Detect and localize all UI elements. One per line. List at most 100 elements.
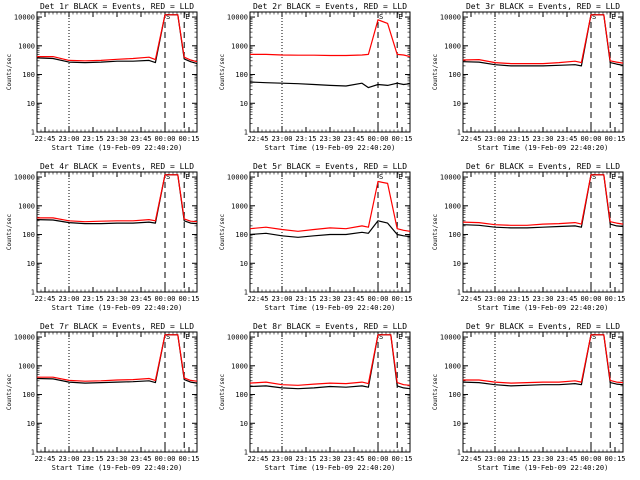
y-tick-label: 1000 [231,42,248,50]
y-axis-label: Counts/sec [219,374,226,411]
panel-det-8: Det 8r BLACK = Events, RED = LLD 1 10 100 10… [219,322,413,472]
x-tick-label: 23:00 [484,295,505,303]
y-tick-label: 1 [244,289,248,297]
x-tick-label: 23:15 [295,135,316,143]
series-line-lld [37,334,198,382]
start-marker: S [166,173,170,181]
plot-frame [36,331,198,453]
y-tick-label: 1000 [444,362,461,370]
y-tick-label: 1 [31,129,35,137]
panel-title: Det 4r BLACK = Events, RED = LLD [40,162,194,171]
plot-frame [462,171,624,293]
start-marker: S [379,13,383,21]
y-tick-label: 10 [240,100,248,108]
y-tick-label: 1000 [231,362,248,370]
x-tick-label: 22:45 [34,295,55,303]
y-tick-label: 100 [22,71,35,79]
x-tick-label: 23:00 [58,295,79,303]
x-tick-label: 23:45 [556,135,577,143]
y-tick-label: 1 [457,289,461,297]
x-tick-label: 23:15 [508,135,529,143]
y-tick-label: 10000 [227,174,248,182]
x-tick-label: 23:15 [82,455,103,463]
series-line-lld [37,174,198,223]
x-tick-label: 22:45 [34,455,55,463]
y-tick-label: 10000 [227,14,248,22]
y-axis-label: Counts/sec [432,374,439,411]
y-tick-label: 10 [240,420,248,428]
x-tick-label: 00:00 [154,295,175,303]
x-tick-label: 23:45 [343,135,364,143]
x-tick-label: 23:00 [271,135,292,143]
y-tick-label: 1 [244,449,248,457]
series-line-lld [462,174,624,226]
plot-frame [249,331,411,453]
x-tick-label: 23:15 [508,455,529,463]
end-marker: E [611,333,615,341]
plot-frame [36,11,198,133]
y-tick-label: 10 [240,260,248,268]
x-tick-label: 23:30 [106,135,127,143]
end-marker: E [185,333,189,341]
x-tick-label: 00:15 [178,455,199,463]
x-tick-label: 00:15 [604,135,625,143]
series-line-events [462,174,624,229]
y-tick-label: 1 [457,129,461,137]
y-tick-label: 100 [235,231,248,239]
x-tick-label: 23:45 [343,295,364,303]
panel-title: Det 1r BLACK = Events, RED = LLD [40,2,194,11]
panel-title: Det 6r BLACK = Events, RED = LLD [466,162,620,171]
y-tick-label: 10 [453,260,461,268]
y-tick-label: 100 [22,391,35,399]
panel-title: Det 2r BLACK = Events, RED = LLD [253,2,407,11]
y-tick-label: 10 [453,420,461,428]
y-axis-label: Counts/sec [6,374,13,411]
start-marker: S [166,333,170,341]
x-tick-label: 23:45 [556,295,577,303]
x-tick-label: 23:00 [58,135,79,143]
y-tick-label: 10000 [14,14,35,22]
y-tick-label: 100 [235,71,248,79]
x-tick-label: 00:00 [580,135,601,143]
plot-frame [462,11,624,133]
x-tick-label: 23:00 [271,295,292,303]
x-tick-label: 00:15 [178,135,199,143]
y-tick-label: 1000 [18,202,35,210]
panel-det-3: Det 3r BLACK = Events, RED = LLD 1 10 100 10… [432,2,626,152]
start-marker: S [166,13,170,21]
y-tick-label: 10000 [227,334,248,342]
x-tick-label: 00:00 [367,135,388,143]
series-line-events [462,14,624,67]
y-tick-label: 1000 [18,362,35,370]
series-line-events [36,174,198,225]
x-tick-label: 23:15 [82,295,103,303]
x-tick-label: 00:15 [604,295,625,303]
x-tick-label: 00:00 [367,455,388,463]
x-tick-label: 23:45 [130,295,151,303]
x-tick-label: 23:00 [271,455,292,463]
y-tick-label: 10 [27,260,35,268]
x-tick-label: 23:15 [295,295,316,303]
series-line-events [249,220,411,238]
x-tick-label: 23:30 [532,295,553,303]
x-tick-label: 23:30 [319,455,340,463]
panel-title: Det 9r BLACK = Events, RED = LLD [466,322,620,331]
y-tick-label: 10 [453,100,461,108]
x-tick-label: 22:45 [247,455,268,463]
x-tick-label: 00:00 [580,295,601,303]
y-tick-label: 10000 [440,14,461,22]
x-tick-label: 23:30 [106,295,127,303]
panel-title: Det 7r BLACK = Events, RED = LLD [40,322,194,331]
y-axis-label: Counts/sec [6,54,13,91]
x-axis-label: Start Time (19-Feb-09 22:40:20) [265,304,396,312]
x-axis-label: Start Time (19-Feb-09 22:40:20) [478,464,609,472]
y-tick-label: 100 [235,391,248,399]
y-tick-label: 10000 [440,174,461,182]
x-tick-label: 23:00 [484,135,505,143]
end-marker: E [185,173,189,181]
y-tick-label: 10 [27,420,35,428]
end-marker: E [398,13,402,21]
plot-frame [36,171,198,293]
start-marker: S [592,333,596,341]
